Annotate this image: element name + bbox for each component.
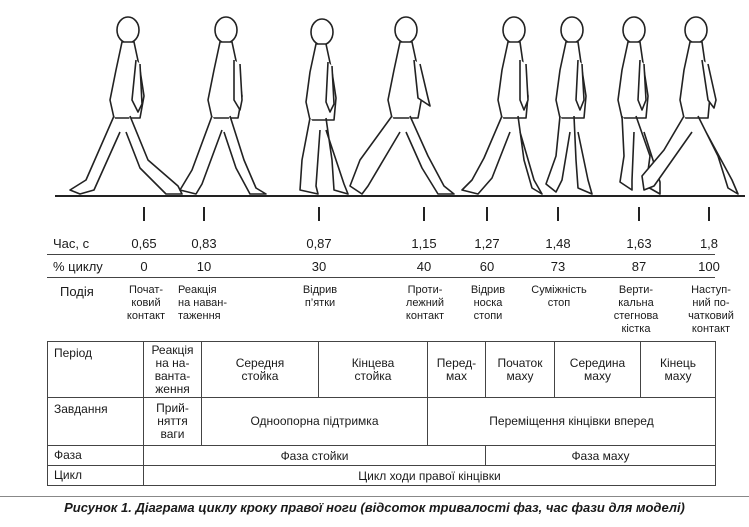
event-label: Відрив п’ятки xyxy=(302,284,338,309)
percent-value: 60 xyxy=(479,259,495,274)
period-cell: Початок маху xyxy=(485,341,555,398)
tick-4 xyxy=(486,207,488,221)
cycle-cell: Цикл ходи правої кінцівки xyxy=(143,465,716,486)
time-row-label: Час, с xyxy=(53,236,90,251)
percent-value: 87 xyxy=(631,259,647,274)
percent-value: 73 xyxy=(550,259,566,274)
period-text: Перед- мах xyxy=(436,355,477,383)
tick-6 xyxy=(638,207,640,221)
tick-1 xyxy=(203,207,205,221)
time-value: 0,65 xyxy=(131,236,157,251)
divider-line xyxy=(47,277,715,278)
time-value: 0,87 xyxy=(306,236,332,251)
percent-value: 100 xyxy=(698,259,720,274)
time-value: 1,8 xyxy=(699,236,719,251)
period-text: Кінець маху xyxy=(659,355,697,383)
divider-line xyxy=(47,254,715,255)
walking-figure-6 xyxy=(545,16,593,195)
walking-figure-5 xyxy=(461,16,543,195)
walking-figure-7 xyxy=(617,16,661,195)
task-text: Одноопорна підтримка xyxy=(250,414,379,428)
event-label: Наступ- ний по- чатковий контакт xyxy=(688,284,734,335)
time-value: 0,83 xyxy=(191,236,217,251)
period-row: Період Реакція на на- ванта- ження Серед… xyxy=(47,341,716,398)
period-text: Початок маху xyxy=(497,355,543,383)
event-label: Реакція на наван- таження xyxy=(178,284,228,322)
walking-figure-2 xyxy=(179,16,267,195)
task-label: Завдання xyxy=(47,397,144,446)
tick-3 xyxy=(423,207,425,221)
task-row: Завдання Прий- няття ваги Одноопорна під… xyxy=(47,397,716,446)
period-text: Реакція на на- ванта- ження xyxy=(151,342,194,396)
time-value: 1,15 xyxy=(411,236,437,251)
percent-row-label: % циклу xyxy=(53,259,103,274)
task-cell: Прий- няття ваги xyxy=(143,397,202,446)
swing-phase-cell: Фаза маху xyxy=(485,445,716,466)
period-text: Кінцева стойка xyxy=(351,355,395,383)
period-cell: Середня стойка xyxy=(201,341,319,398)
tick-7 xyxy=(708,207,710,221)
tick-2 xyxy=(318,207,320,221)
percent-value: 30 xyxy=(311,259,327,274)
walking-figure-1 xyxy=(69,16,183,195)
event-label: Верти- кальна стегнова кістка xyxy=(613,284,659,335)
phase-label: Фаза xyxy=(47,445,144,466)
percent-value: 40 xyxy=(416,259,432,274)
event-label: Суміжність стоп xyxy=(531,284,587,309)
walking-figure-8 xyxy=(641,16,739,195)
time-value: 1,63 xyxy=(626,236,652,251)
period-cell: Кінець маху xyxy=(640,341,716,398)
caption-divider xyxy=(0,496,749,497)
time-value: 1,48 xyxy=(545,236,571,251)
walking-figure-3 xyxy=(299,18,349,195)
event-label: Проти- лежний контакт xyxy=(405,284,445,322)
gait-figures-illustration xyxy=(55,16,745,197)
time-value: 1,27 xyxy=(474,236,500,251)
period-text: Середина маху xyxy=(569,355,626,383)
event-label: Почат- ковий контакт xyxy=(126,284,166,322)
period-cell: Перед- мах xyxy=(427,341,486,398)
stance-phase-cell: Фаза стойки xyxy=(143,445,486,466)
event-row-label: Подія xyxy=(60,284,94,299)
period-label: Період xyxy=(47,341,144,398)
period-cell: Реакція на на- ванта- ження xyxy=(143,341,202,398)
walking-figure-4 xyxy=(349,16,455,195)
event-label: Відрив носка стопи xyxy=(470,284,506,322)
gait-phase-table: Період Реакція на на- ванта- ження Серед… xyxy=(47,341,716,486)
figure-caption: Рисунок 1. Діаграма циклу кроку правої н… xyxy=(64,500,685,515)
task-cell: Переміщення кінцівки вперед xyxy=(427,397,716,446)
tick-5 xyxy=(557,207,559,221)
task-cell: Одноопорна підтримка xyxy=(201,397,428,446)
task-text: Прий- няття ваги xyxy=(156,401,189,441)
percent-value: 10 xyxy=(196,259,212,274)
tick-0 xyxy=(143,207,145,221)
cycle-row: Цикл Цикл ходи правої кінцівки xyxy=(47,465,716,486)
percent-value: 0 xyxy=(140,259,148,274)
phase-row: Фаза Фаза стойки Фаза маху xyxy=(47,445,716,466)
period-text: Середня стойка xyxy=(235,355,285,383)
period-cell: Кінцева стойка xyxy=(318,341,428,398)
task-text: Переміщення кінцівки вперед xyxy=(489,414,654,428)
cycle-label: Цикл xyxy=(47,465,144,486)
period-cell: Середина маху xyxy=(554,341,641,398)
